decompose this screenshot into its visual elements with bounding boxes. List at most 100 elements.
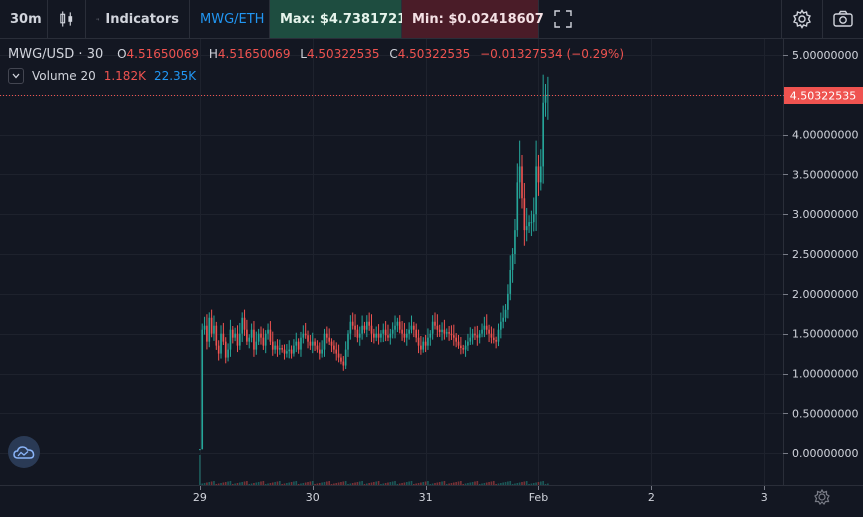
- legend-high-key: H: [208, 47, 218, 61]
- candle-body: [229, 329, 232, 350]
- candle-body: [420, 345, 422, 350]
- candle-body: [316, 345, 319, 350]
- candle-body: [234, 333, 236, 338]
- volume-bar: [274, 482, 276, 485]
- fullscreen-button[interactable]: [539, 0, 587, 38]
- candle-body: [488, 329, 490, 334]
- candlestick-type-button[interactable]: [48, 0, 86, 38]
- volume-bar: [539, 481, 542, 485]
- collapse-legend-button[interactable]: [8, 68, 24, 84]
- legend-symbol[interactable]: MWG/USD · 30: [8, 47, 104, 62]
- settings-button[interactable]: [781, 0, 822, 38]
- candle-body: [297, 341, 300, 350]
- y-tick-label: 2.50000000: [792, 248, 858, 261]
- candle-body: [500, 321, 502, 330]
- volume-bar: [297, 484, 300, 485]
- volume-bar: [530, 483, 533, 485]
- candle-body: [502, 317, 505, 322]
- candle-body: [530, 222, 533, 224]
- volume-bar: [271, 482, 274, 485]
- cloud-logo-icon: [13, 446, 35, 459]
- candle-body: [410, 325, 413, 330]
- legend-close-key: C: [389, 47, 398, 61]
- volume-ma: 22.35K: [153, 69, 197, 83]
- candle-body: [293, 345, 295, 354]
- indicators-button[interactable]: Indicators: [86, 0, 190, 38]
- candle-body: [241, 317, 244, 334]
- volume-bar: [283, 483, 286, 485]
- candles: [199, 74, 549, 451]
- candle-body: [457, 341, 460, 346]
- ohlc-legend: MWG/USD · 30 O4.51650069 H4.51650069 L4.…: [8, 47, 630, 62]
- candle-body: [532, 214, 535, 223]
- volume-bar: [243, 481, 246, 485]
- volume-bar: [523, 481, 526, 485]
- volume-bar: [318, 483, 321, 485]
- axis-settings-button[interactable]: [814, 488, 830, 505]
- volume-bar: [358, 481, 361, 485]
- volume-bar: [518, 482, 521, 485]
- volume-bar: [307, 482, 309, 485]
- price-chart[interactable]: 5.000000004.500000004.000000003.50000000…: [0, 39, 863, 517]
- volume-bar: [316, 483, 319, 485]
- volume-bar: [528, 484, 530, 485]
- volume-bar: [380, 484, 382, 485]
- grid: [0, 39, 783, 485]
- legend-high: 4.51650069: [217, 47, 291, 61]
- candle-body: [281, 348, 283, 350]
- volume-bar: [206, 482, 208, 485]
- candle-body: [335, 349, 338, 354]
- candle-body: [441, 329, 443, 333]
- candle-body: [271, 341, 274, 350]
- volume-bar: [293, 481, 295, 485]
- volume-bar: [373, 482, 375, 485]
- candle-body: [215, 325, 218, 346]
- candle-body: [495, 340, 497, 342]
- volume-bar: [389, 482, 392, 485]
- volume-bar: [260, 481, 262, 485]
- candle-body: [210, 317, 213, 334]
- candle-body: [201, 329, 204, 450]
- candle-body: [307, 335, 309, 342]
- time-axis[interactable]: 29 30 31 Feb 2 3: [193, 486, 768, 504]
- volume-bar: [535, 482, 537, 485]
- interval-button[interactable]: 30m: [0, 0, 48, 38]
- volume-bar: [199, 455, 201, 485]
- candle-body: [537, 166, 540, 183]
- pair-switch-button[interactable]: MWG/ETH: [190, 0, 270, 38]
- candle-body: [264, 333, 267, 346]
- volume-name: Volume 20: [32, 69, 96, 83]
- volume-bar: [488, 482, 490, 485]
- candle-body: [276, 345, 279, 350]
- candle-body: [213, 325, 215, 334]
- candlestick-icon: [60, 11, 73, 27]
- volume-bar: [349, 483, 352, 485]
- volume-bar: [300, 483, 302, 485]
- candle-body: [255, 341, 258, 350]
- volume-bar: [262, 481, 265, 485]
- volume-bar: [544, 484, 547, 485]
- candle-body: [354, 325, 356, 330]
- candle-body: [525, 226, 528, 231]
- volume-bar: [422, 482, 425, 485]
- candle-body: [443, 329, 446, 334]
- volume-bar: [347, 484, 349, 485]
- price-axis[interactable]: 5.000000004.500000004.000000003.50000000…: [783, 49, 858, 460]
- screenshot-button[interactable]: [822, 0, 863, 38]
- candle-body: [302, 333, 305, 338]
- candle-body: [286, 351, 288, 354]
- volume-bar: [321, 482, 323, 485]
- candle-body: [260, 333, 262, 338]
- volume-bar: [276, 481, 279, 485]
- y-tick-label: 1.00000000: [792, 368, 858, 381]
- volume-bar: [532, 483, 535, 485]
- volume-bar: [500, 483, 502, 485]
- volume-bar: [231, 484, 234, 485]
- volume-bar: [326, 481, 328, 485]
- legend-low: 4.50322535: [306, 47, 380, 61]
- candle-body: [356, 329, 359, 338]
- candle-body: [373, 333, 375, 338]
- volume-bar: [462, 484, 465, 485]
- brand-logo[interactable]: [8, 436, 40, 468]
- candle-body: [514, 230, 516, 255]
